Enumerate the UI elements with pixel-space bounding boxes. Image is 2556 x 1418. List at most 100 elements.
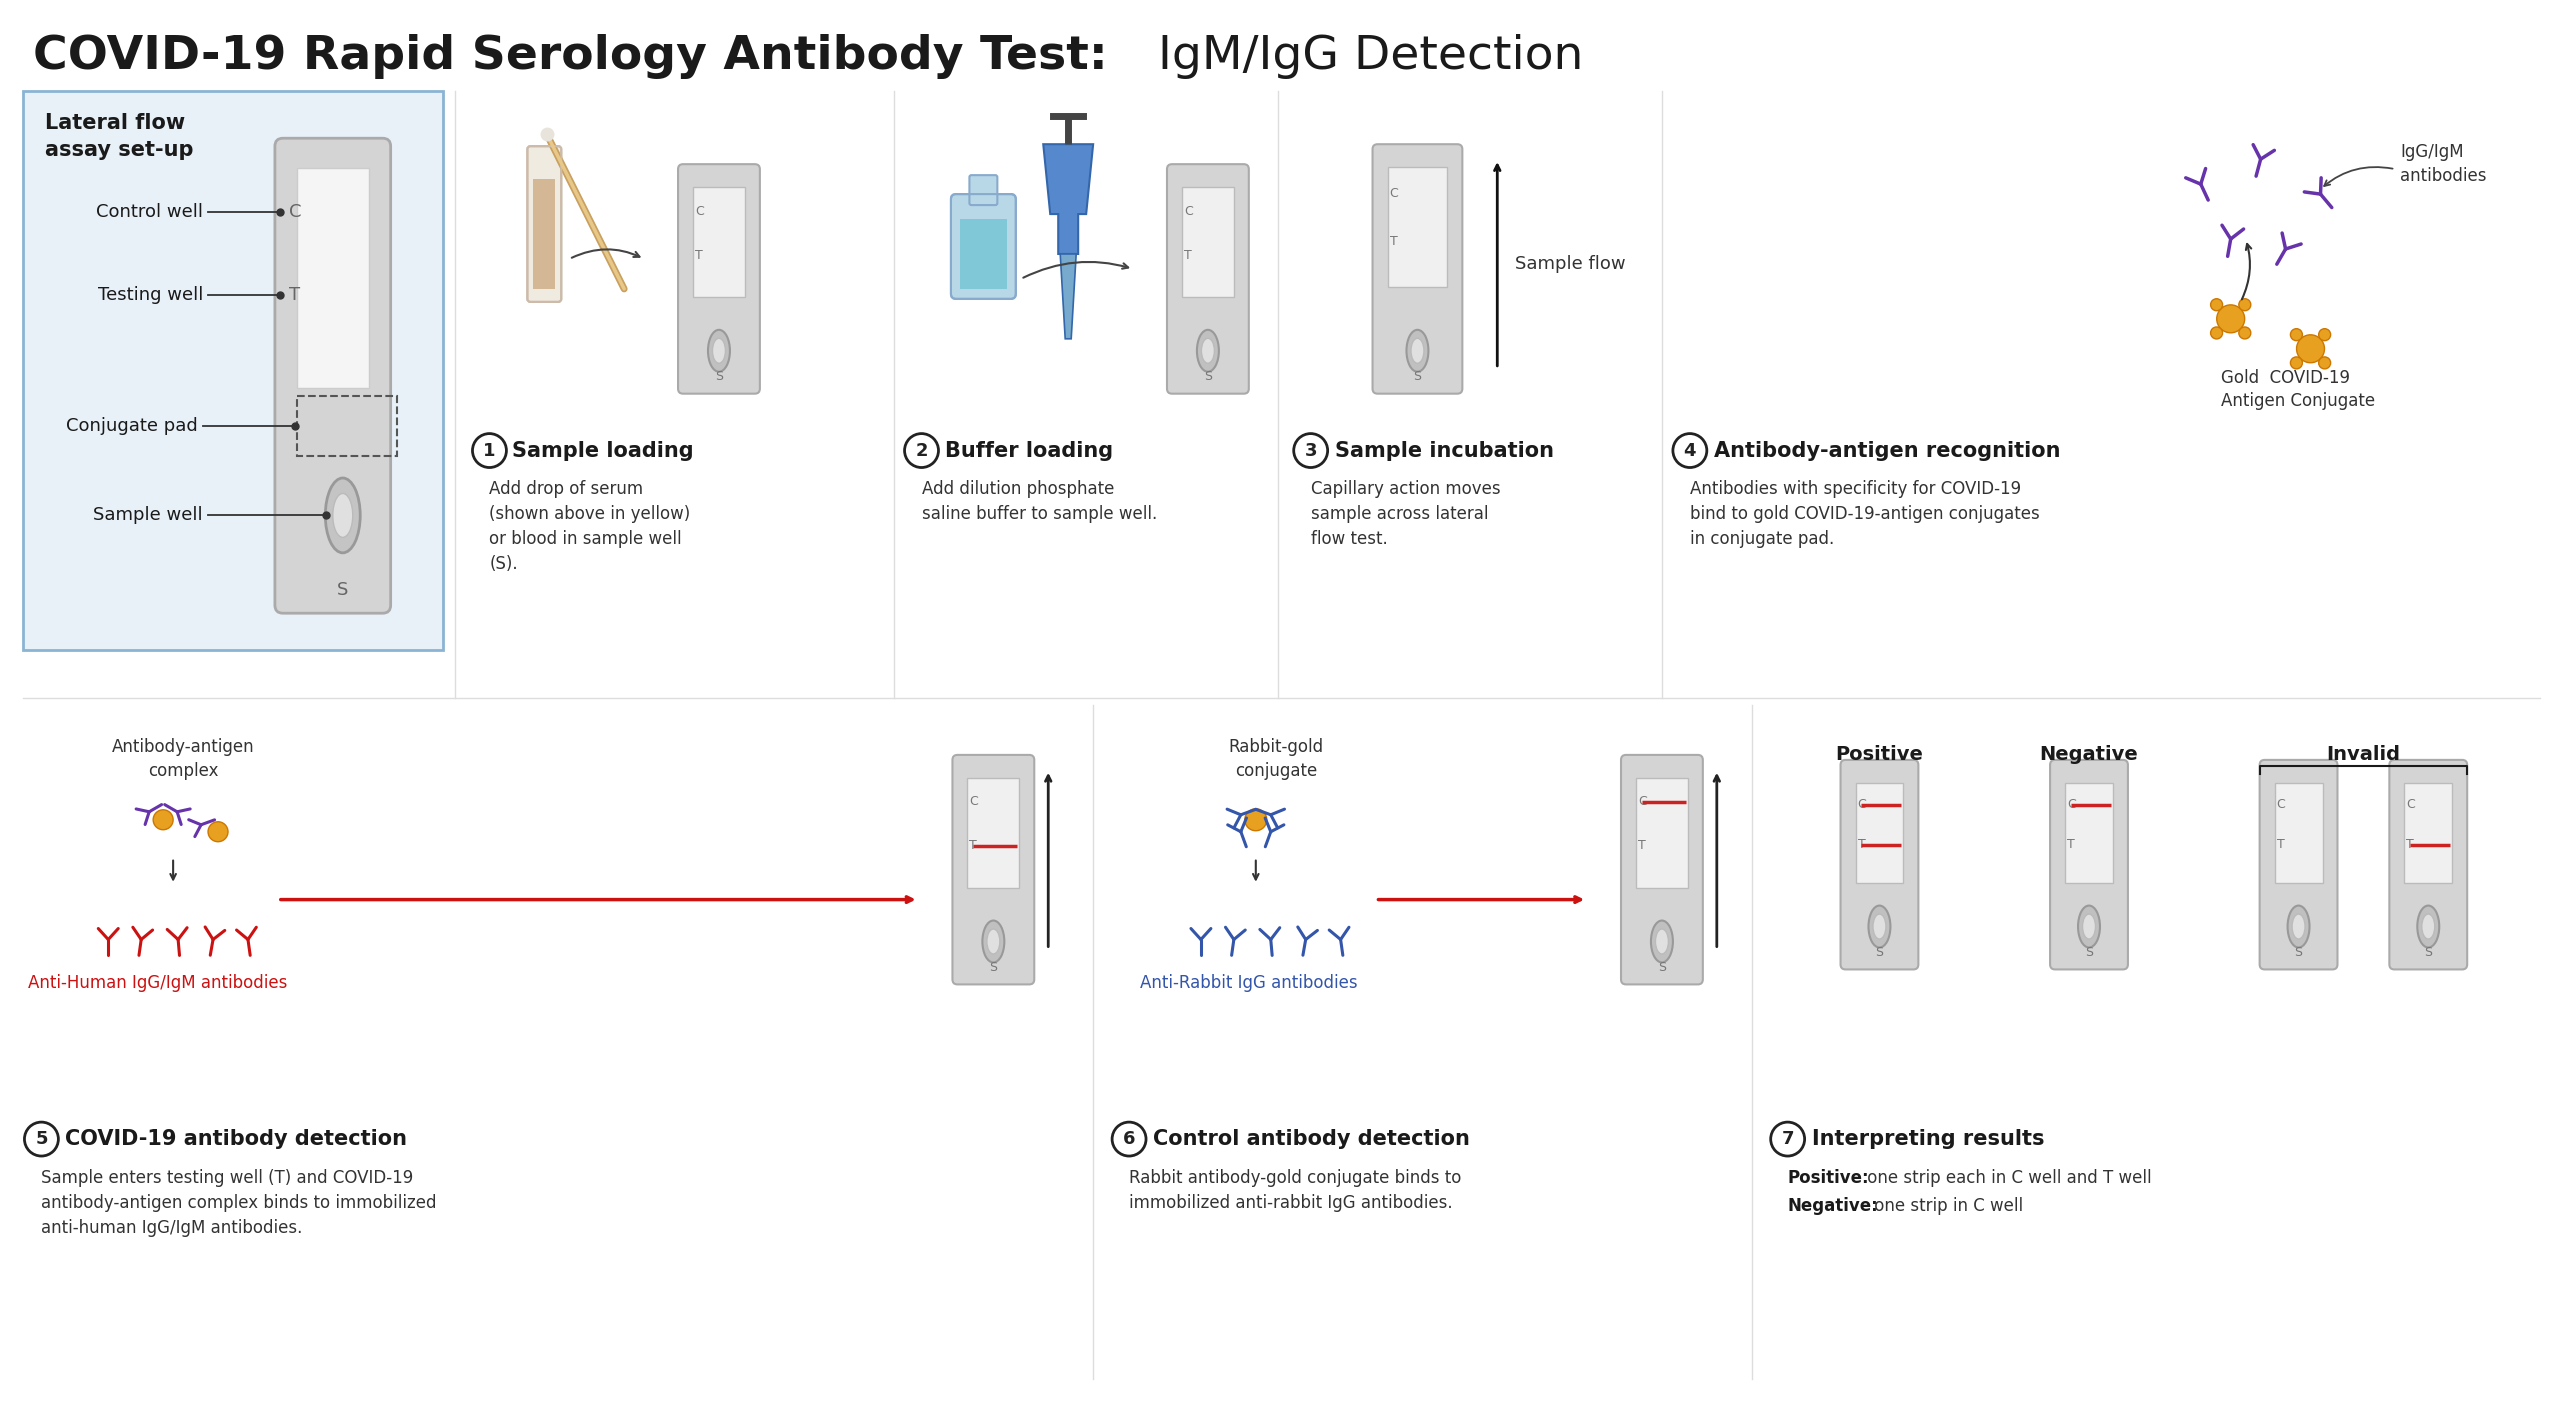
Ellipse shape [2293,915,2306,939]
Text: C: C [969,795,979,808]
Ellipse shape [1196,330,1219,372]
Text: S: S [2423,946,2433,959]
Text: Positive: Positive [1835,744,1925,764]
FancyBboxPatch shape [953,754,1035,984]
FancyBboxPatch shape [276,138,391,613]
Circle shape [2290,357,2303,369]
Text: Sample flow: Sample flow [1516,255,1626,272]
FancyBboxPatch shape [23,91,442,649]
Text: T: T [2405,838,2413,851]
Text: T: T [1638,839,1646,852]
Ellipse shape [2421,915,2436,939]
Polygon shape [1061,254,1076,339]
Circle shape [905,434,938,468]
Text: C: C [2277,798,2285,811]
Text: one strip in C well: one strip in C well [1868,1197,2024,1215]
FancyBboxPatch shape [2405,783,2451,882]
Text: Capillary action moves
sample across lateral
flow test.: Capillary action moves sample across lat… [1311,481,1500,549]
Circle shape [1771,1122,1805,1156]
Text: Control antibody detection: Control antibody detection [1153,1129,1470,1149]
Ellipse shape [1201,339,1214,363]
Text: 6: 6 [1122,1130,1135,1149]
Text: 1: 1 [483,441,496,459]
Ellipse shape [325,478,360,553]
FancyBboxPatch shape [1181,187,1235,296]
Circle shape [473,434,506,468]
Text: Add dilution phosphate
saline buffer to sample well.: Add dilution phosphate saline buffer to … [923,481,1158,523]
Text: Sample incubation: Sample incubation [1334,441,1554,461]
Text: C: C [1638,795,1646,808]
Text: T: T [969,839,976,852]
Text: S: S [1204,370,1212,383]
Text: S: S [716,370,723,383]
Circle shape [1293,434,1327,468]
Text: S: S [1659,961,1667,974]
Circle shape [2239,328,2252,339]
Text: Sample loading: Sample loading [511,441,695,461]
Text: 7: 7 [1782,1130,1794,1149]
Circle shape [1245,808,1268,831]
Text: Antibody-antigen
complex: Antibody-antigen complex [112,737,256,780]
Text: Conjugate pad: Conjugate pad [66,417,197,434]
Text: C: C [2405,798,2415,811]
FancyBboxPatch shape [951,194,1015,299]
Circle shape [2290,329,2303,340]
Text: Anti-Rabbit IgG antibodies: Anti-Rabbit IgG antibodies [1140,974,1357,993]
Ellipse shape [987,929,999,954]
Text: Gold  COVID-19
Antigen Conjugate: Gold COVID-19 Antigen Conjugate [2221,369,2375,410]
Text: S: S [337,581,348,600]
Text: Buffer loading: Buffer loading [946,441,1114,461]
Ellipse shape [1651,920,1672,963]
FancyBboxPatch shape [1621,754,1702,984]
Text: 2: 2 [915,441,928,459]
Circle shape [2239,299,2252,311]
Circle shape [1112,1122,1145,1156]
Circle shape [2295,335,2323,363]
FancyBboxPatch shape [969,176,997,206]
Text: S: S [989,961,997,974]
Text: T: T [2277,838,2285,851]
Text: T: T [1183,248,1191,262]
FancyBboxPatch shape [527,146,562,302]
Text: Positive:: Positive: [1787,1168,1868,1187]
Text: T: T [289,286,299,305]
FancyBboxPatch shape [1388,167,1447,286]
FancyBboxPatch shape [1840,760,1920,970]
Circle shape [2211,328,2224,339]
Text: Lateral flow
assay set-up: Lateral flow assay set-up [46,113,194,160]
Circle shape [2211,299,2224,311]
Ellipse shape [1411,339,1424,363]
Text: Interpreting results: Interpreting results [1812,1129,2045,1149]
Text: 4: 4 [1684,441,1697,459]
Ellipse shape [2078,906,2101,947]
Text: IgG/IgM
antibodies: IgG/IgM antibodies [2400,143,2487,184]
Text: Testing well: Testing well [97,286,202,305]
Ellipse shape [2418,906,2438,947]
Circle shape [26,1122,59,1156]
Ellipse shape [1874,915,1886,939]
Text: S: S [2086,946,2093,959]
Text: T: T [695,248,703,262]
Text: COVID-19 Rapid Serology Antibody Test:: COVID-19 Rapid Serology Antibody Test: [33,34,1109,79]
Ellipse shape [332,493,353,537]
FancyBboxPatch shape [1856,783,1904,882]
Text: Antibody-antigen recognition: Antibody-antigen recognition [1715,441,2060,461]
Text: IgM/IgG Detection: IgM/IgG Detection [1143,34,1582,79]
FancyBboxPatch shape [2065,783,2114,882]
Text: Negative:: Negative: [1787,1197,1879,1215]
FancyBboxPatch shape [1168,164,1250,394]
Text: T: T [1858,838,1866,851]
Text: Antibodies with specificity for COVID-19
bind to gold COVID-19-antigen conjugate: Antibodies with specificity for COVID-19… [1690,481,2040,549]
Text: S: S [1413,370,1421,383]
FancyBboxPatch shape [2260,760,2339,970]
Text: T: T [1390,235,1398,248]
Text: 5: 5 [36,1130,49,1149]
Text: C: C [1183,204,1194,218]
Text: COVID-19 antibody detection: COVID-19 antibody detection [66,1129,406,1149]
FancyBboxPatch shape [1636,778,1687,888]
Ellipse shape [708,330,731,372]
Circle shape [2318,329,2331,340]
Text: Invalid: Invalid [2326,744,2400,764]
Text: C: C [695,204,703,218]
FancyBboxPatch shape [534,179,555,289]
